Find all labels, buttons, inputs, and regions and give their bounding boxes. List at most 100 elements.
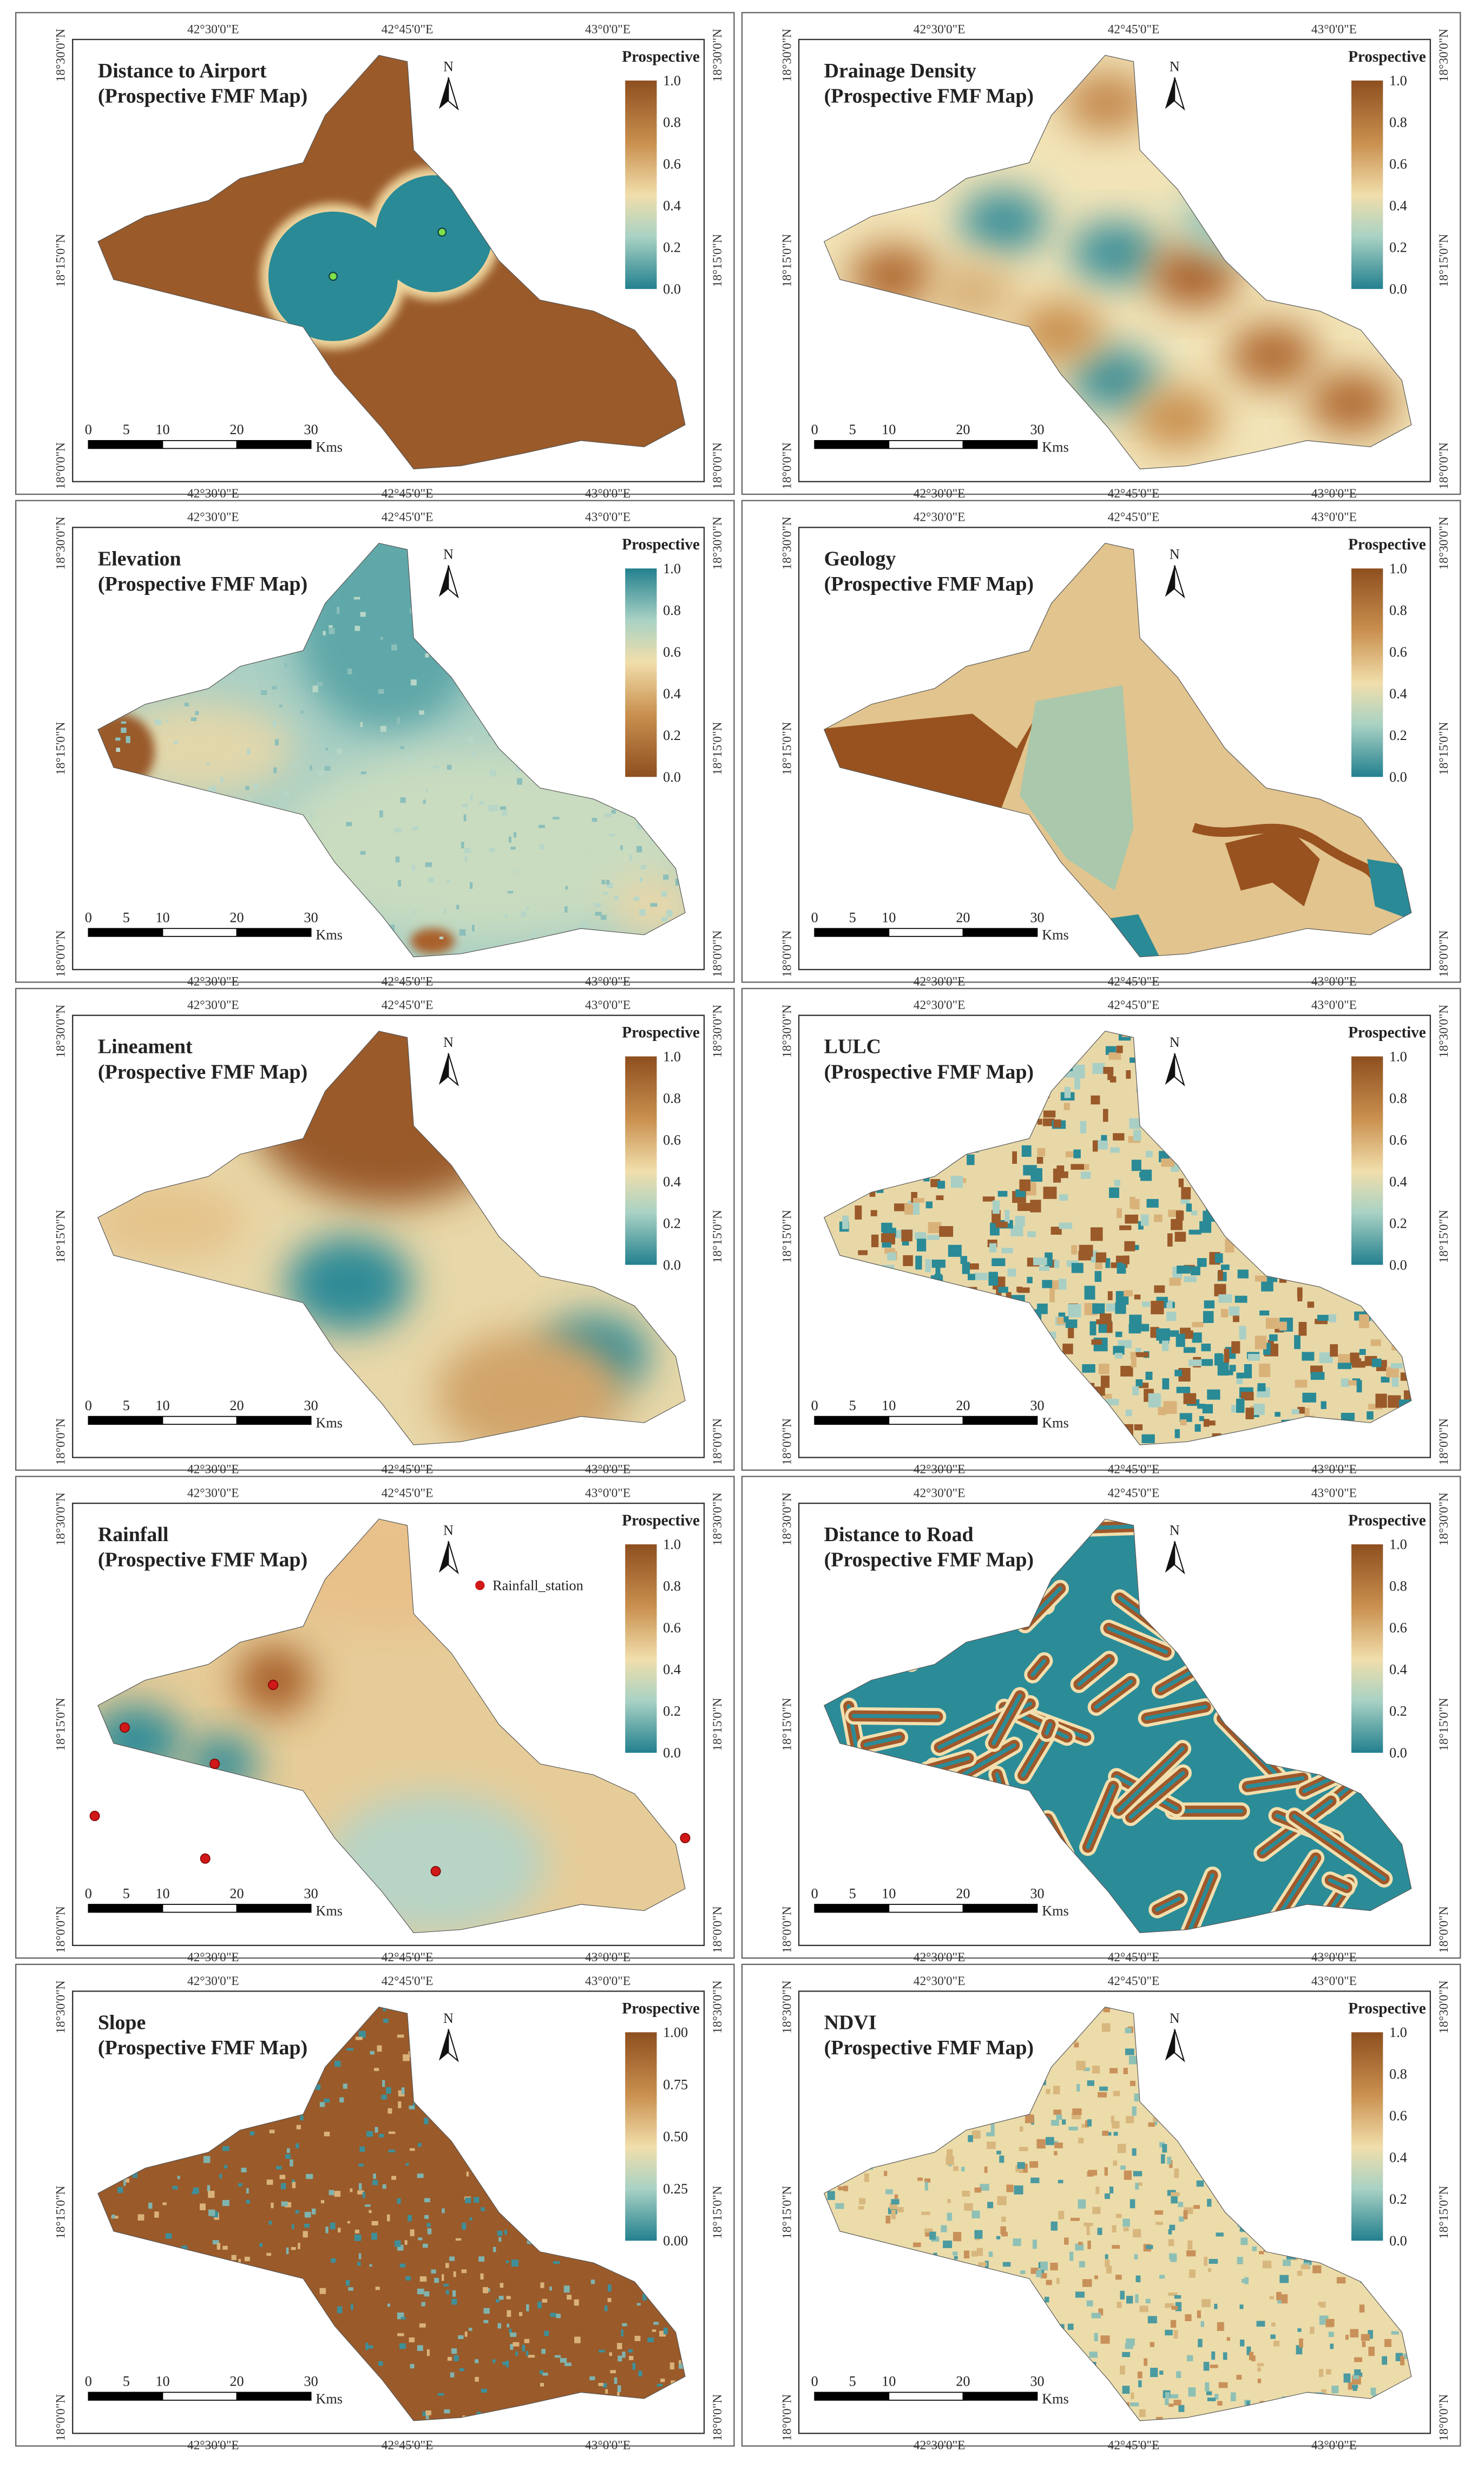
map-pixel	[475, 2359, 479, 2363]
map-pixel	[350, 2188, 353, 2192]
map-pixel	[1391, 1374, 1399, 1387]
scale-tick-label: 30	[1030, 910, 1044, 926]
map-pixel	[1099, 2086, 1108, 2091]
map-pixel	[246, 2188, 249, 2194]
map-pixel	[936, 1195, 944, 1200]
map-pixel	[1126, 1070, 1131, 1079]
colorbar-tick-label: 0.6	[663, 156, 681, 172]
map-pixel	[1119, 1225, 1132, 1230]
map-pixel	[968, 1274, 975, 1280]
map-pixel	[656, 2383, 663, 2387]
map-pixel	[1315, 1319, 1328, 1325]
map-pixel	[1297, 2270, 1303, 2276]
map-pixel	[1012, 1151, 1017, 1164]
map-pixel	[1218, 1270, 1223, 1281]
lat-label: 18°0'0"N	[54, 442, 68, 489]
map-pixel	[1128, 1324, 1141, 1334]
map-pixel	[1251, 2355, 1256, 2362]
scale-tick-label: 10	[882, 1398, 896, 1413]
map-pixel	[1153, 2120, 1158, 2126]
map-pixel	[510, 847, 516, 850]
scale-tick-label: 10	[155, 2374, 169, 2389]
map-pixel	[904, 1203, 913, 1215]
map-pixel	[835, 2203, 844, 2209]
colorbar-tick-label: 0.6	[1389, 1620, 1407, 1636]
map-title: Geology	[824, 547, 896, 570]
map-pixel	[1062, 1344, 1073, 1354]
map-pixel	[300, 710, 304, 714]
map-pixel	[1329, 1314, 1336, 1322]
scale-tick-label: 10	[882, 2374, 896, 2389]
map-pixel	[401, 2087, 405, 2094]
map-pixel	[1171, 2192, 1180, 2197]
map-pixel	[1017, 1287, 1030, 1293]
map-pixel	[394, 828, 402, 833]
map-pixel	[544, 2330, 549, 2336]
map-pixel	[508, 836, 511, 843]
map-pixel	[1073, 1149, 1081, 1158]
map-pixel	[1019, 1179, 1030, 1191]
map-pixel	[602, 892, 608, 895]
map-pixel	[1146, 1198, 1159, 1208]
map-pixel	[1129, 1118, 1141, 1129]
scale-tick-label: 20	[956, 1885, 970, 1901]
map-pixel	[1135, 1379, 1143, 1387]
scale-bar-segment	[888, 1904, 964, 1913]
map-pixel	[506, 2296, 511, 2300]
map-pixel	[312, 685, 318, 692]
map-pixel	[1123, 2227, 1129, 2231]
scale-bar-segment	[962, 440, 1038, 449]
map-panel: 42°30'0"E 42°30'0"E 42°45'0"E 42°45'0"E 43°0…	[741, 500, 1461, 988]
map-pixel	[1220, 1309, 1229, 1318]
map-pixel	[428, 877, 435, 883]
map-pixel	[962, 2191, 970, 2197]
map-pixel	[1188, 1229, 1201, 1235]
map-pixel	[1092, 1063, 1105, 1074]
map-pixel	[1169, 1278, 1181, 1286]
map-pixel	[395, 2240, 401, 2247]
map-pixel	[426, 2223, 431, 2227]
map-pixel	[507, 2323, 510, 2328]
map-subtitle: (Prospective FMF Map)	[824, 573, 1034, 595]
map-pixel	[581, 922, 588, 928]
map-pixel	[678, 2363, 685, 2369]
map-pixel	[1111, 1262, 1117, 1268]
map-pixel	[1130, 1196, 1135, 1209]
map-pixel	[330, 2222, 336, 2230]
map-pixel	[207, 2185, 211, 2192]
map-pixel	[1104, 2193, 1110, 2199]
map-pixel	[639, 909, 646, 916]
map-pixel	[1159, 2142, 1165, 2147]
map-pixel	[220, 776, 224, 783]
lon-label: 42°45'0"E	[382, 974, 434, 988]
map-pixel	[1201, 1344, 1211, 1352]
lon-label: 42°30'0"E	[187, 487, 239, 501]
map-pixel	[461, 2269, 467, 2274]
map-pixel	[1239, 1326, 1246, 1340]
map-pixel	[885, 2215, 891, 2224]
colorbar	[625, 1056, 657, 1265]
map-pixel	[1168, 2403, 1174, 2407]
map-pixel	[219, 2173, 222, 2179]
map-pixel	[1192, 1322, 1204, 1328]
map-pixel	[971, 2130, 981, 2139]
map-pixel	[1144, 2358, 1148, 2366]
map-pixel	[370, 2051, 375, 2055]
map-pixel	[1112, 2225, 1117, 2233]
map-pixel	[1113, 2091, 1120, 2097]
colorbar	[1351, 1544, 1383, 1753]
map-pixel	[986, 2132, 995, 2137]
map-pixel	[1165, 2329, 1173, 2336]
map-pixel	[915, 1255, 922, 1270]
scale-tick-label: 20	[229, 422, 244, 437]
geology-unit	[1020, 685, 1134, 891]
map-pixel	[1330, 2343, 1334, 2349]
map-pixel	[208, 787, 212, 794]
lon-label: 42°30'0"E	[914, 974, 966, 988]
map-pixel	[1037, 1148, 1046, 1157]
map-pixel	[329, 2190, 334, 2196]
lat-label: 18°15'0"N	[780, 1210, 794, 1263]
map-pixel	[1140, 1169, 1152, 1181]
map-pixel	[1171, 1219, 1183, 1230]
